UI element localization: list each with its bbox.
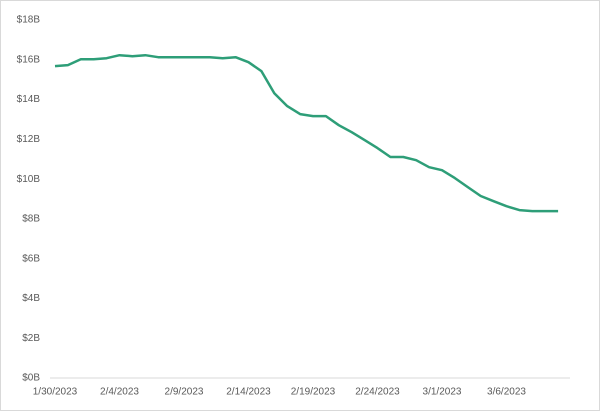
x-tick-label: 2/14/2023 — [226, 387, 271, 398]
y-tick-label: $8B — [22, 214, 40, 225]
y-tick-label: $10B — [17, 174, 41, 185]
y-tick-label: $6B — [22, 253, 40, 264]
x-tick-label: 2/4/2023 — [100, 387, 139, 398]
y-tick-label: $16B — [17, 54, 41, 65]
x-tick-label: 3/1/2023 — [423, 387, 462, 398]
y-tick-label: $12B — [17, 134, 41, 145]
y-tick-label: $14B — [17, 94, 41, 105]
x-tick-label: 2/9/2023 — [165, 387, 204, 398]
x-tick-label: 2/24/2023 — [355, 387, 400, 398]
line-series — [54, 53, 559, 213]
y-tick-label: $2B — [22, 333, 40, 344]
x-tick-label: 2/19/2023 — [291, 387, 336, 398]
y-tick-label: $0B — [22, 373, 40, 384]
y-tick-label: $18B — [17, 15, 41, 26]
y-tick-label: $4B — [22, 293, 40, 304]
x-tick-label: 1/30/2023 — [33, 387, 78, 398]
x-tick-label: 3/6/2023 — [487, 387, 526, 398]
